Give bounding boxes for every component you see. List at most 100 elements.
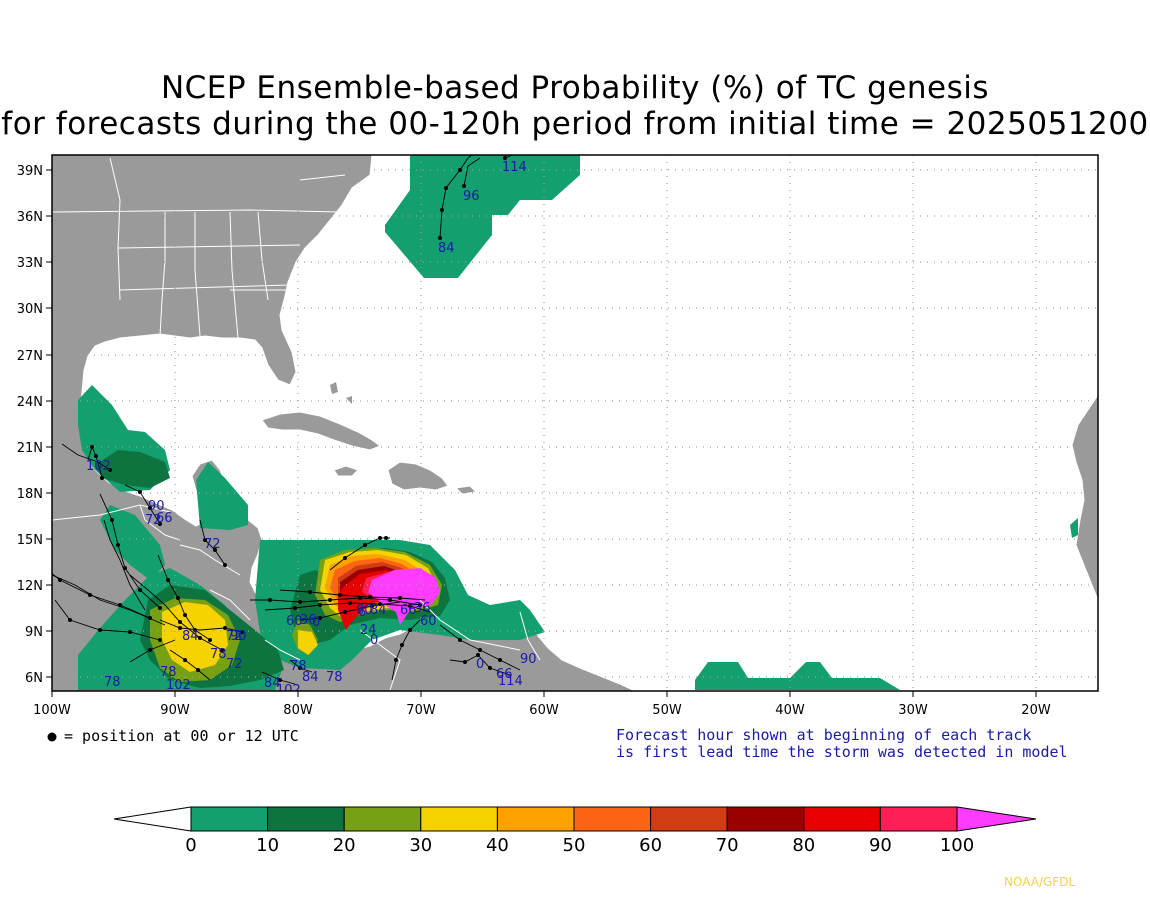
track-label: 78 xyxy=(104,675,121,690)
track-label: 90 xyxy=(520,652,537,667)
lon-label: 30W xyxy=(898,703,928,718)
track-label: 78 xyxy=(290,659,307,674)
lat-label: 6N xyxy=(25,671,43,686)
colorbar-tick-label: 70 xyxy=(716,835,739,856)
forecast-note-line1: Forecast hour shown at beginning of each… xyxy=(616,726,1032,744)
track-label: 78 xyxy=(160,665,177,680)
colorbar-over-arrow xyxy=(956,806,1037,832)
svg-text:36: 36 xyxy=(300,613,317,628)
map-title-line2: for forecasts during the 00-120h period … xyxy=(1,106,1149,142)
lon-label: 40W xyxy=(775,703,805,718)
longitude-axis: 100W 90W 80W 70W 60W 50W 40W 30W 20W xyxy=(33,691,1051,718)
lon-label: 70W xyxy=(406,703,436,718)
track-label: 72 xyxy=(145,513,162,528)
track-label: 66 xyxy=(156,511,173,526)
land-cuba xyxy=(261,411,382,451)
track-label: 102 xyxy=(86,459,111,474)
track-label: 84 xyxy=(302,670,319,685)
colorbar-tick-label: 0 xyxy=(185,835,196,856)
colorbar-tick-label: 50 xyxy=(563,835,586,856)
track-label: 72 xyxy=(226,629,243,644)
colorbar-tick-label: 10 xyxy=(256,835,279,856)
colorbar: 0 10 20 30 40 50 60 70 80 90 100 xyxy=(113,806,1037,856)
latitude-axis: 39N 36N 33N 30N 27N 24N 21N 18N 15N 12N … xyxy=(17,164,52,686)
position-legend-text: = position at 00 or 12 UTC xyxy=(64,727,299,745)
colorbar-tick-label: 40 xyxy=(486,835,509,856)
track-label: 102 xyxy=(276,683,301,698)
lat-label: 12N xyxy=(17,579,43,594)
colorbar-segment xyxy=(879,806,958,832)
lat-label: 21N xyxy=(17,441,43,456)
lat-label: 39N xyxy=(17,164,43,179)
forecast-hour-note: Forecast hour shown at beginning of each… xyxy=(616,727,1068,761)
track-label: 90 xyxy=(230,629,247,644)
track-label: 0 xyxy=(476,657,484,672)
lat-label: 30N xyxy=(17,302,43,317)
colorbar-tick-label: 20 xyxy=(333,835,356,856)
track-label: 84 xyxy=(438,241,455,256)
colorbar-segment xyxy=(190,806,269,832)
svg-text:60: 60 xyxy=(356,603,373,618)
lat-label: 18N xyxy=(17,487,43,502)
forecast-note-line2: is first lead time the storm was detecte… xyxy=(616,743,1068,761)
track-label: 6 xyxy=(358,605,366,620)
colorbar-segment xyxy=(420,806,498,832)
colorbar-tick-label: 80 xyxy=(792,835,815,856)
colorbar-tick-label: 90 xyxy=(869,835,892,856)
colorbar-segment xyxy=(496,806,575,832)
map-title-line1: NCEP Ensemble-based Probability (%) of T… xyxy=(160,70,990,106)
track-label: 60 xyxy=(420,614,437,629)
track-hour-labels: 114 96 84 102 90 72 66 72 84 78 72 90 78… xyxy=(86,160,537,698)
colorbar-segment xyxy=(803,806,881,832)
credit-text: NOAA/GFDL xyxy=(1004,875,1076,889)
lat-label: 24N xyxy=(17,395,43,410)
lat-label: 36N xyxy=(17,210,43,225)
lon-label: 80W xyxy=(283,703,313,718)
lat-label: 15N xyxy=(17,533,43,548)
track-label: 78 xyxy=(210,647,227,662)
map-frame xyxy=(51,154,1099,692)
track-label: 114 xyxy=(498,674,523,689)
colorbar-under-arrow xyxy=(113,806,192,832)
track-label: 78 xyxy=(326,670,343,685)
position-dot-icon xyxy=(47,732,57,742)
lat-label: 9N xyxy=(25,625,43,640)
svg-text:60: 60 xyxy=(286,614,303,629)
track-label: 24 xyxy=(360,623,377,638)
track-label: 72 xyxy=(204,537,221,552)
track-label: 84 xyxy=(182,629,199,644)
colorbar-segment xyxy=(726,806,805,832)
track-label: 36 xyxy=(414,601,431,616)
track-label: 0 xyxy=(370,633,378,648)
land-bahamas xyxy=(330,382,352,404)
svg-text:66: 66 xyxy=(400,603,417,618)
colorbar-segment xyxy=(573,806,652,832)
lon-label: 60W xyxy=(529,703,559,718)
political-borders xyxy=(52,157,541,691)
track-label: 90 xyxy=(148,499,165,514)
svg-text:84: 84 xyxy=(370,603,387,618)
land-puerto-rico xyxy=(454,485,478,495)
lon-label: 20W xyxy=(1021,703,1051,718)
track-label: 66 xyxy=(496,667,513,682)
lon-label: 50W xyxy=(652,703,682,718)
land-africa xyxy=(1071,394,1098,601)
track-label: 96 xyxy=(463,189,480,204)
lon-label: 100W xyxy=(33,703,71,718)
land-hispaniola xyxy=(387,461,449,491)
colorbar-segment xyxy=(343,806,422,832)
colorbar-segment xyxy=(267,806,345,832)
track-positions xyxy=(58,156,507,682)
colorbar-tick-label: 30 xyxy=(409,835,432,856)
track-label: 72 xyxy=(226,657,243,672)
land-jamaica xyxy=(333,465,359,477)
track-label: 114 xyxy=(502,160,527,175)
colorbar-segment xyxy=(650,806,728,832)
track-label: 84 xyxy=(264,676,281,691)
lat-label: 27N xyxy=(17,349,43,364)
colorbar-tick-label: 100 xyxy=(940,835,974,856)
track-label: 102 xyxy=(166,678,191,693)
lat-label: 33N xyxy=(17,256,43,271)
svg-text:0: 0 xyxy=(312,615,320,630)
